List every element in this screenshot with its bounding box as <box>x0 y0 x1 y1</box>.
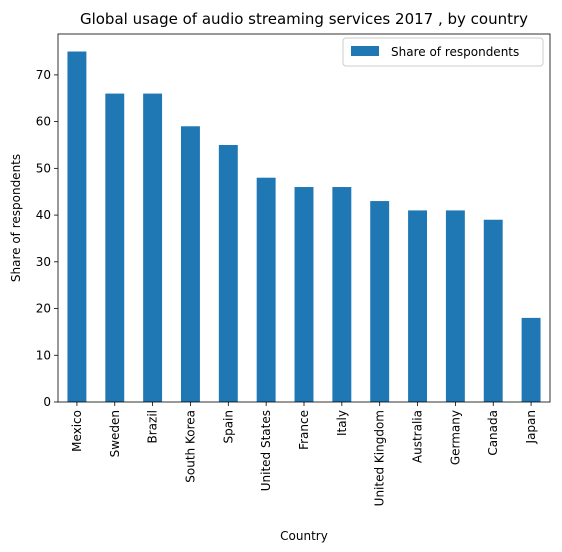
x-tick-label: Mexico <box>70 410 84 452</box>
chart-title: Global usage of audio streaming services… <box>80 10 528 28</box>
legend: Share of respondents <box>342 37 544 67</box>
y-tick-label: 10 <box>36 348 51 362</box>
y-tick-label: 0 <box>43 395 51 409</box>
legend-label: Share of respondents <box>391 45 519 59</box>
bar-canada <box>483 219 503 402</box>
x-axis-label: Country <box>280 529 328 543</box>
plot-frame <box>57 33 551 403</box>
bar-united-kingdom <box>370 201 390 402</box>
x-tick-label: Canada <box>486 410 500 456</box>
bar-spain <box>218 144 238 403</box>
bar-germany <box>445 210 465 402</box>
y-tick-label: 30 <box>36 255 51 269</box>
bar-sweden <box>105 93 125 402</box>
bar-united-states <box>256 177 276 402</box>
y-tick-label: 40 <box>36 208 51 222</box>
bar-australia <box>408 210 427 402</box>
bar-italy <box>332 187 352 402</box>
y-axis-label: Share of respondents <box>9 154 23 282</box>
y-tick-label: 70 <box>36 68 51 82</box>
bar-south-korea <box>181 126 200 402</box>
x-tick-label: United States <box>259 410 273 491</box>
bar-mexico <box>67 51 87 403</box>
x-tick-label: France <box>297 410 311 450</box>
legend-swatch <box>351 46 379 56</box>
x-tick-label: Brazil <box>146 410 160 444</box>
x-tick-label: Japan <box>524 410 538 444</box>
bar-japan <box>521 317 541 402</box>
bars-group <box>67 51 541 403</box>
x-axis-ticks: Mexico Sweden Brazil South Korea Spain United… <box>70 402 538 506</box>
x-tick-label: Germany <box>448 410 462 465</box>
bar-france <box>294 187 314 402</box>
x-tick-label: Australia <box>411 410 425 463</box>
y-tick-label: 60 <box>36 115 51 129</box>
x-tick-label: South Korea <box>183 410 197 483</box>
y-tick-label: 50 <box>36 161 51 175</box>
x-tick-label: Sweden <box>108 410 122 457</box>
bar-brazil <box>143 93 163 402</box>
x-tick-label: Spain <box>221 410 235 444</box>
legend-box <box>342 37 544 67</box>
x-tick-label: Italy <box>335 410 349 436</box>
x-tick-label: United Kingdom <box>373 410 387 506</box>
y-axis-ticks: 0 10 20 30 40 50 60 70 <box>36 68 58 409</box>
y-tick-label: 20 <box>36 302 51 316</box>
